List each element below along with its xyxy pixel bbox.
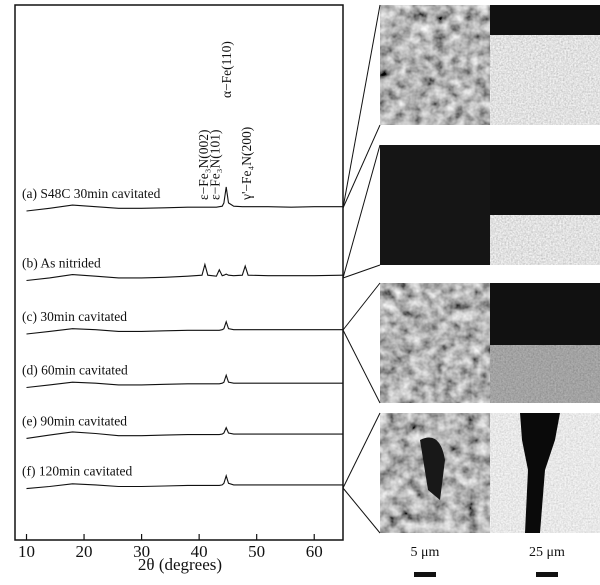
connector xyxy=(343,5,380,208)
x-tick-label: 20 xyxy=(76,542,93,561)
trace-label: (a) S48C 30min cavitated xyxy=(22,186,161,201)
x-axis-label: 2θ (degrees) xyxy=(138,555,222,574)
trace-label: (b) As nitrided xyxy=(22,256,101,271)
plot-frame xyxy=(15,5,343,540)
x-tick-label: 50 xyxy=(248,542,265,561)
sem-image xyxy=(490,35,600,125)
sem-image xyxy=(490,215,600,265)
connector xyxy=(343,413,380,488)
scale-label: 5 μm xyxy=(411,545,440,560)
trace-label: (d) 60min cavitated xyxy=(22,363,128,378)
peak-label: γ'−Fe₄N(200) xyxy=(239,127,254,201)
xrd-trace xyxy=(27,428,344,439)
sem-images xyxy=(380,5,600,533)
connector xyxy=(343,283,380,330)
trace-label: (e) 90min cavitated xyxy=(22,413,127,428)
scale-bar xyxy=(536,572,558,577)
sem-image xyxy=(490,345,600,403)
x-tick-label: 60 xyxy=(306,542,323,561)
connectors xyxy=(343,5,380,533)
x-tick-label: 10 xyxy=(18,542,35,561)
peak-label: ε−Fe₃N(101) xyxy=(207,130,222,200)
figure: 2θ (degrees) 5 μm 25 μm 10 20 30 40 50 60 (a) … xyxy=(0,0,600,580)
trace-label: (c) 30min cavitated xyxy=(22,309,127,324)
connector xyxy=(343,145,380,278)
connector xyxy=(343,488,380,533)
sem-image xyxy=(380,283,490,403)
sem-image xyxy=(380,5,490,125)
connector xyxy=(343,330,380,403)
x-tick-label: 40 xyxy=(191,542,208,561)
connector xyxy=(343,265,380,278)
x-tick-label: 30 xyxy=(133,542,150,561)
trace-label: (f) 120min cavitated xyxy=(22,464,132,479)
peak-label: α−Fe(110) xyxy=(219,41,234,98)
scale-bar xyxy=(414,572,436,577)
scale-label: 25 μm xyxy=(529,545,565,560)
sem-image xyxy=(380,145,490,265)
